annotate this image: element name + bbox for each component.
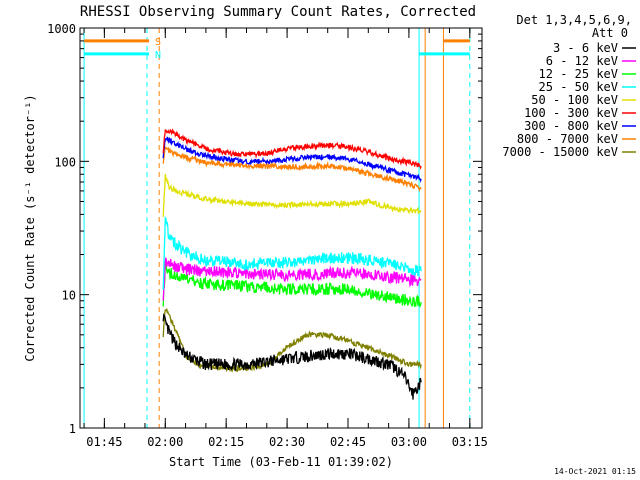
x-axis-label: Start Time (03-Feb-11 01:39:02) <box>169 455 393 469</box>
series-line-5 <box>162 128 422 170</box>
series-line-0 <box>162 312 422 400</box>
generation-date: 14-Oct-2021 01:15 <box>554 467 636 476</box>
series-line-3 <box>162 216 422 290</box>
legend-label-4: 50 - 100 keV <box>531 93 618 107</box>
x-tick-label: 03:15 <box>452 435 488 449</box>
legend-label-3: 25 - 50 keV <box>539 80 618 94</box>
axes-layer: 1 10 100 1000 01:45 02:00 02:15 02:30 02:45 03:00… <box>47 22 488 449</box>
y-tick-label: 100 <box>54 155 76 169</box>
legend-label-5: 100 - 300 keV <box>524 106 618 120</box>
x-tick-label: 02:30 <box>269 435 305 449</box>
x-tick-label: 02:15 <box>208 435 244 449</box>
legend-label-6: 300 - 800 keV <box>524 119 618 133</box>
y-tick-label: 10 <box>62 289 76 303</box>
flag-label-s: S <box>155 37 161 48</box>
legend-label-1: 6 - 12 keV <box>546 54 618 68</box>
y-tick-label: 1000 <box>47 22 76 36</box>
legend-label-7: 800 - 7000 keV <box>517 132 618 146</box>
x-tick-label: 01:45 <box>86 435 122 449</box>
y-tick-label: 1 <box>69 422 76 436</box>
legend-label-0: 3 - 6 keV <box>553 41 618 55</box>
x-tick-label: 03:00 <box>391 435 427 449</box>
series-line-7 <box>162 146 422 193</box>
series-line-6 <box>162 136 422 183</box>
plot-frame <box>79 27 483 429</box>
legend-label-2: 12 - 25 keV <box>539 67 618 81</box>
chart-title: RHESSI Observing Summary Count Rates, Co… <box>80 4 476 20</box>
legend-detectors: Det 1,3,4,5,6,9, <box>516 13 632 27</box>
x-tick-label: 02:45 <box>330 435 366 449</box>
series-line-4 <box>162 173 422 217</box>
flag-label-n: N <box>155 50 161 61</box>
legend-label-8: 7000 - 15000 keV <box>502 145 618 159</box>
y-axis-label: Corrected Count Rate (s⁻¹ detector⁻¹) <box>23 94 37 361</box>
plot-layer: SN <box>83 28 471 428</box>
series-line-2 <box>162 261 422 308</box>
legend-attenuator: Att 0 <box>592 26 628 40</box>
x-tick-label: 02:00 <box>147 435 183 449</box>
series-line-1 <box>162 257 422 301</box>
